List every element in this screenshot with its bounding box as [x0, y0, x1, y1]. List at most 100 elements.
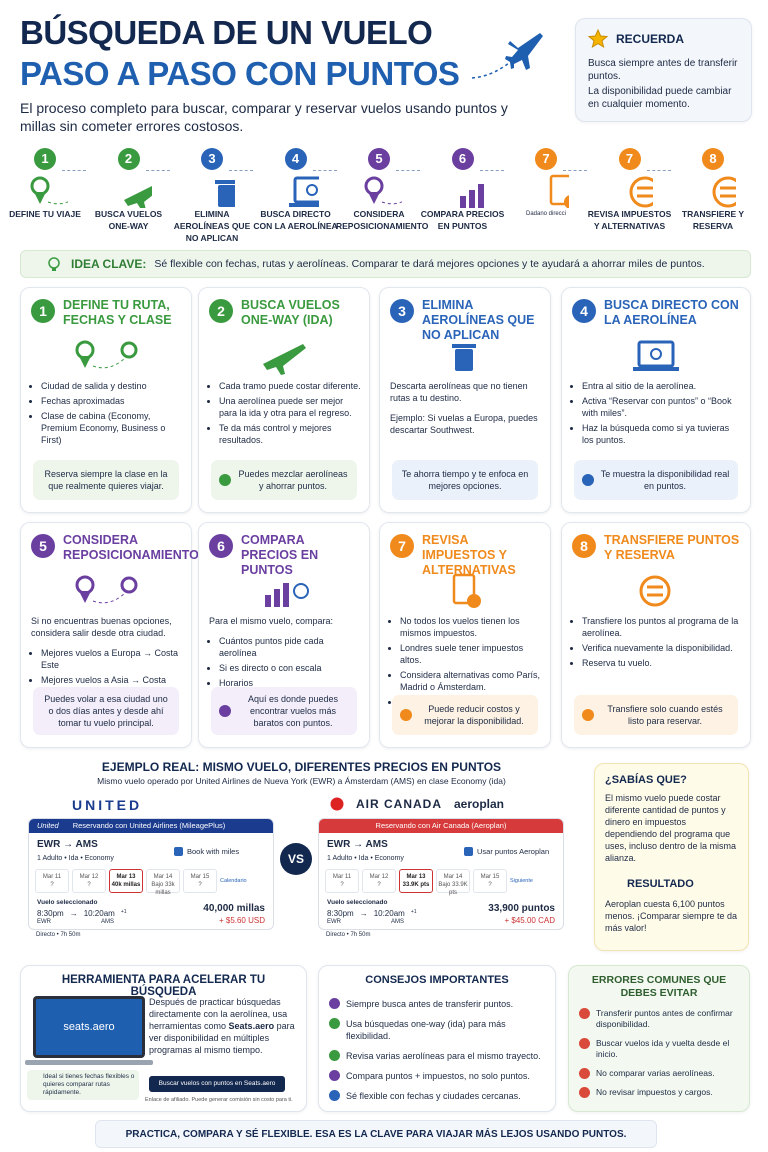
- icon-shape: [452, 344, 476, 371]
- depart: 8:30pm: [37, 909, 64, 918]
- arrive: 10:20am: [83, 909, 115, 918]
- consejos-list: Siempre busca antes de transferir puntos…: [329, 998, 545, 1102]
- example-title: EJEMPLO REAL: MISMO VUELO, DIFERENTES PR…: [101, 760, 502, 774]
- check-icon: [329, 1090, 340, 1101]
- date-box: Mar 12?: [72, 869, 106, 893]
- step-icon: [607, 172, 653, 208]
- step-icon: [189, 172, 235, 208]
- laptop-screen: seats.aero: [33, 996, 145, 1058]
- errores-box: ERRORES COMUNES QUE DEBES EVITAR Transfe…: [568, 965, 750, 1112]
- step-arrow: [646, 170, 671, 171]
- card-bullet: Considera alternativas como París, Madri…: [400, 669, 542, 693]
- ac-brand-row: AIR CANADA aeroplan: [330, 797, 504, 811]
- date-day: Mar 11: [332, 874, 352, 880]
- arrow: →: [359, 909, 368, 918]
- price: 33,900 puntos: [488, 903, 555, 914]
- tool-button[interactable]: Buscar vuelos con puntos en Seats.aero: [149, 1076, 285, 1092]
- note-text: Transfiere solo cuando estés listo para …: [607, 704, 723, 726]
- icon-shape: [459, 196, 466, 208]
- date-box: Mar 14 Bajo 33k millas: [146, 869, 180, 896]
- card-body: Entra al sitio de la aerolínea. Activa “R…: [572, 380, 742, 449]
- step-arrow: [479, 170, 504, 171]
- step-card: 6 COMPARA PRECIOS EN PUNTOS Para el mismo …: [198, 522, 370, 748]
- icon-shape: [288, 203, 319, 207]
- card-note: Te ahorra tiempo y te enfoca en mejores …: [392, 460, 538, 500]
- list-item: Revisa varias aerolíneas para el mismo t…: [329, 1050, 545, 1062]
- checkbox-label: Book with miles: [187, 847, 240, 856]
- note-text: Aquí es donde puedes encontrar vuelos má…: [247, 694, 339, 728]
- icon-shape: [215, 180, 235, 207]
- vs-badge: VS: [280, 843, 312, 875]
- icon-shape: [75, 340, 95, 360]
- plus-day: +1: [410, 909, 417, 915]
- plus-day: +1: [120, 909, 127, 915]
- date-day: Mar 14: [153, 874, 173, 880]
- consejos-box: CONSEJOS IMPORTANTES Siempre busca antes…: [318, 965, 556, 1112]
- checkbox: [464, 847, 473, 856]
- sabias-text: El mismo vuelo puede costar diferente ca…: [605, 793, 737, 863]
- date-day: Mar 13: [116, 874, 136, 880]
- card-bullet: Entra al sitio de la aerolínea.: [582, 380, 742, 392]
- price: 40,000 millas: [203, 903, 265, 914]
- checkbox: [174, 847, 183, 856]
- date-box: Mar 15?: [473, 869, 507, 893]
- maple-icon: [330, 797, 344, 811]
- tool-text-2: para ver disponibilidad en múltiples pro…: [149, 1021, 295, 1055]
- step-arrow: [145, 170, 170, 171]
- icon-shape: [79, 591, 91, 603]
- date-day: Mar 13: [406, 874, 426, 880]
- card-bullet: Horarios: [219, 677, 361, 689]
- icon-shape: [564, 195, 569, 208]
- step-label: Dadano direcci: [525, 211, 567, 217]
- card-note: Aquí es donde puedes encontrar vuelos má…: [211, 687, 357, 735]
- item-text: Usa búsquedas one-way (ida) para más fle…: [346, 1019, 506, 1041]
- icon-shape: [30, 176, 68, 205]
- step: 8 TRANSFIERE Y RESERVA: [670, 148, 756, 232]
- card-bullet: Fechas aproximadas: [41, 395, 183, 407]
- date-box: Mar 13 33.9K pts: [399, 869, 433, 893]
- step-label: BUSCA VUELOS ONE-WAY: [94, 209, 163, 231]
- item-text: No comparar varias aerolíneas.: [596, 1068, 715, 1078]
- card-title: TRANSFIERE PUNTOS Y RESERVA: [604, 533, 740, 562]
- icon-shape: [468, 190, 475, 208]
- to: AMS: [391, 919, 405, 925]
- flight-info: Directo • 7h 50m: [36, 932, 81, 938]
- icon-shape: [452, 573, 476, 605]
- step: 6 COMPARA PRECIOS EN PUNTOS: [420, 148, 506, 232]
- card-bullets: Cada tramo puede costar diferente. Una ae…: [209, 380, 361, 446]
- note-text: Reserva siempre la clase en la que realm…: [44, 469, 168, 491]
- card-bullet: Londres suele tener impuestos altos.: [400, 642, 542, 666]
- recuerda-head: RECUERDA: [588, 29, 739, 49]
- step-icon: [22, 172, 68, 208]
- card-icon: [21, 336, 191, 376]
- note-check: [582, 709, 594, 721]
- step: 5 CONSIDERA REPOSICIONAMIENTO: [336, 148, 428, 232]
- date-day: Mar 15: [480, 874, 500, 880]
- icon-shape: [75, 575, 138, 604]
- icon-shape: [274, 589, 280, 607]
- card-bullet: Transfiere los puntos al programa de la …: [582, 615, 742, 639]
- icon-shape: [123, 186, 152, 208]
- arrow: →: [69, 909, 78, 918]
- card-note: Reserva siempre la clase en la que realm…: [33, 460, 179, 500]
- step-card: 3 ELIMINA AEROLÍNEAS QUE NO APLICAN Descar…: [379, 287, 551, 513]
- card-bullet: Ciudad de salida y destino: [41, 380, 183, 392]
- step: 7 Dadano direcci: [503, 148, 589, 220]
- icon-shape: [30, 176, 50, 196]
- card-number: 3: [390, 299, 414, 323]
- card-icon: [199, 571, 369, 611]
- card-number: 6: [209, 534, 233, 558]
- step: 1 DEFINE TU VIAJE: [2, 148, 88, 220]
- step-label: BUSCA DIRECTO CON LA AEROLÍNEA: [253, 209, 338, 231]
- card-icon: [562, 571, 750, 611]
- date-price: 40k millas: [111, 882, 141, 888]
- icon-shape: [639, 575, 671, 607]
- example-section: EJEMPLO REAL: MISMO VUELO, DIFERENTES PR…: [20, 757, 583, 957]
- step: 4 BUSCA DIRECTO CON LA AEROLÍNEA: [253, 148, 339, 232]
- list-item: Sé flexible con fechas y ciudades cercan…: [329, 1090, 545, 1102]
- ac-brand: AIR CANADA: [356, 797, 442, 811]
- maple: [330, 797, 344, 811]
- date-day: Mar 12: [79, 874, 99, 880]
- card-icon: [380, 336, 550, 376]
